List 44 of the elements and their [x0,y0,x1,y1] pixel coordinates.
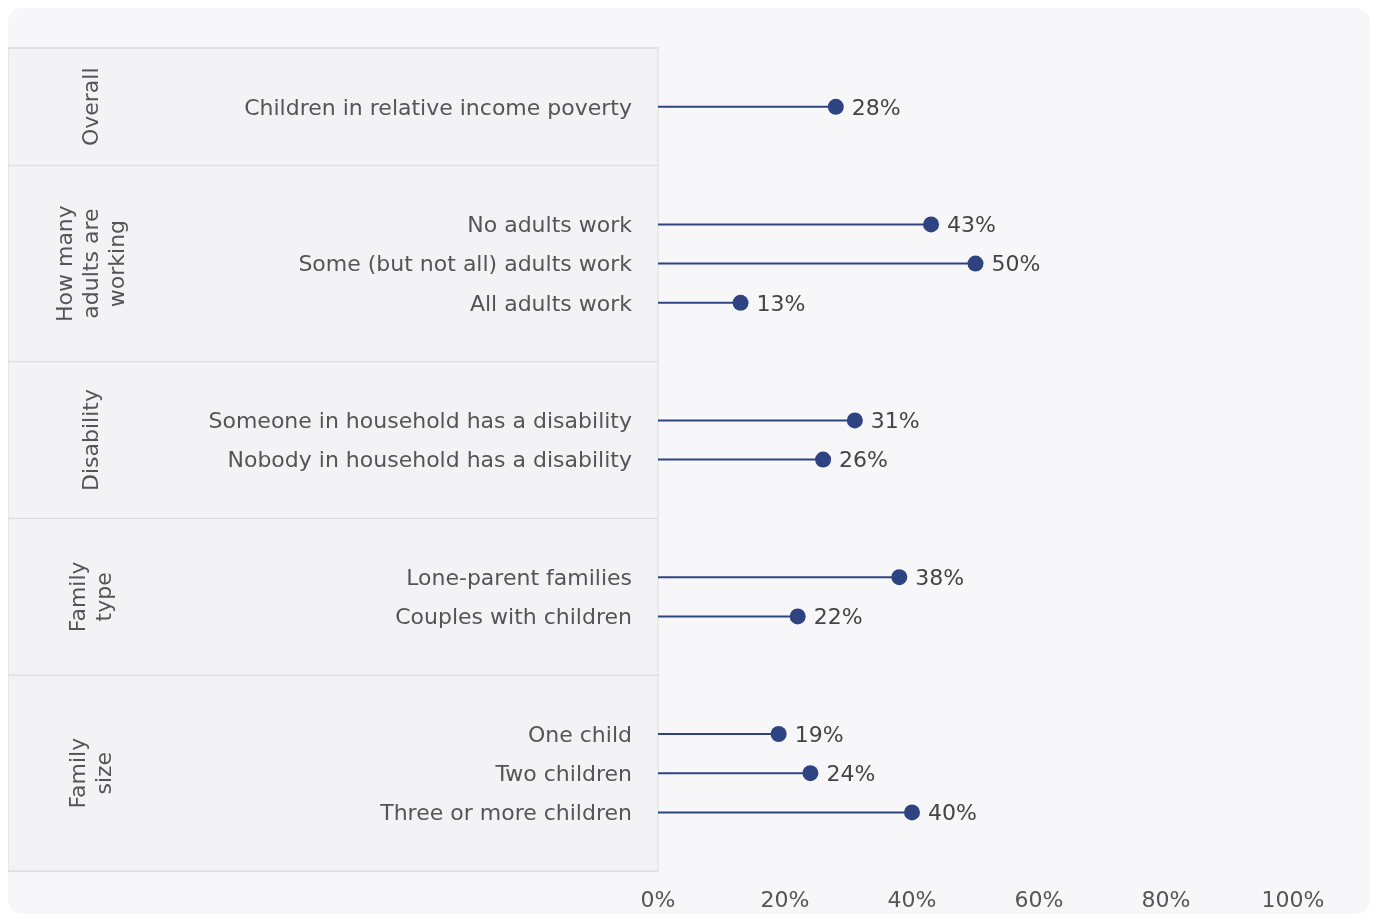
y-tick-label: Lone-parent families [406,564,632,590]
y-tick-label: Someone in household has a disability [208,408,632,434]
text: Family type [64,561,116,633]
x-tick-label: 60% [1014,887,1064,913]
x-tick-label: 0% [640,887,676,913]
point [891,569,908,586]
text: Overall [77,67,103,147]
data-label: 38% [915,564,965,590]
data-label: 40% [928,800,977,826]
point [904,804,920,821]
x-tick-label: 20% [760,887,810,913]
y-tick-label: All adults work [469,290,633,316]
data-label: 22% [813,604,863,630]
data-label: 31% [870,408,920,434]
data-label: 24% [826,760,876,786]
data-label: 19% [794,721,844,747]
point [732,294,749,311]
point [815,451,832,468]
point [827,98,844,115]
data-label: 26% [839,447,889,473]
y-tick-label: No adults work [467,212,633,238]
y-tick-label: Children in relative income poverty [244,94,632,120]
point [846,412,863,429]
data-label: 50% [991,251,1041,277]
y-tick-label: Nobody in household has a disability [227,447,632,473]
x-tick-label: 40% [887,887,937,913]
point [770,726,787,742]
data-label: 28% [851,94,901,120]
data-label: 13% [756,290,806,316]
y-tick-label: Two children [494,760,632,786]
point [923,216,940,233]
y-tick-label: Some (but not all) adults work [298,251,633,277]
y-tick-label: Couples with children [395,604,632,630]
x-tick-label: 80% [1141,887,1191,913]
x-tick-label: 100% [1261,887,1325,913]
text: Disability [77,389,103,491]
point [789,608,806,625]
point [967,255,984,272]
text: Family size [64,737,116,809]
y-tick-label: One child [527,721,632,747]
point [802,765,819,782]
y-tick-label: Three or more children [379,800,632,826]
text: How many adults are working [51,205,129,323]
data-label: 43% [947,212,996,238]
